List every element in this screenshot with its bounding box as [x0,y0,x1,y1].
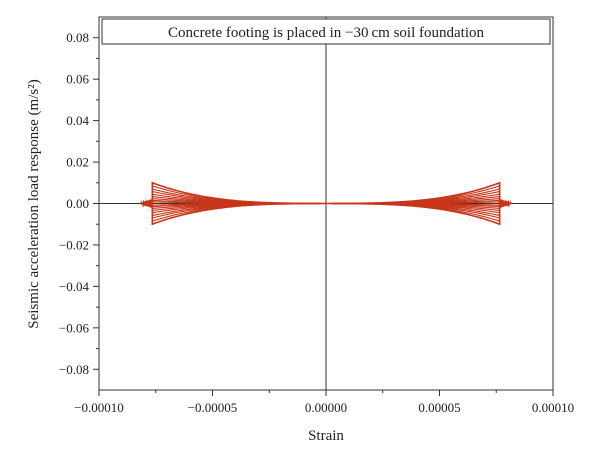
x-axis-ticks: −0.00010 −0.00005 0.00000 0.00005 0.00010 [74,390,574,415]
oscillation-tail-right [498,198,512,208]
annotation-text: Concrete footing is placed in −30 cm soi… [168,25,484,41]
x-tick-label: 0.00005 [418,400,460,415]
x-axis-title: Strain [308,428,344,444]
x-tick-label: −0.00005 [188,400,238,415]
x-tick-label: 0.00010 [532,400,574,415]
x-tick-label: 0.00000 [305,400,347,415]
hysteresis-series [140,181,512,226]
oscillation-tail-left [140,198,154,208]
x-tick-label: −0.00010 [74,400,124,415]
y-tick-label: −0.06 [59,320,90,335]
y-axis-ticks: −0.08 −0.06 −0.04 −0.02 0.00 0.02 0.04 0.06 0.08 [59,30,99,377]
y-tick-label: −0.08 [59,362,89,377]
y-tick-label: 0.02 [66,155,89,170]
y-tick-label: −0.04 [59,279,90,294]
y-axis-title: Seismic acceleration load response (m/s²… [26,79,42,328]
annotation-box [101,18,551,45]
y-tick-label: 0.06 [66,72,89,87]
y-tick-label: 0.08 [66,30,89,45]
y-tick-label: 0.00 [66,196,89,211]
y-tick-label: 0.04 [66,113,89,128]
y-tick-label: −0.02 [59,237,89,252]
